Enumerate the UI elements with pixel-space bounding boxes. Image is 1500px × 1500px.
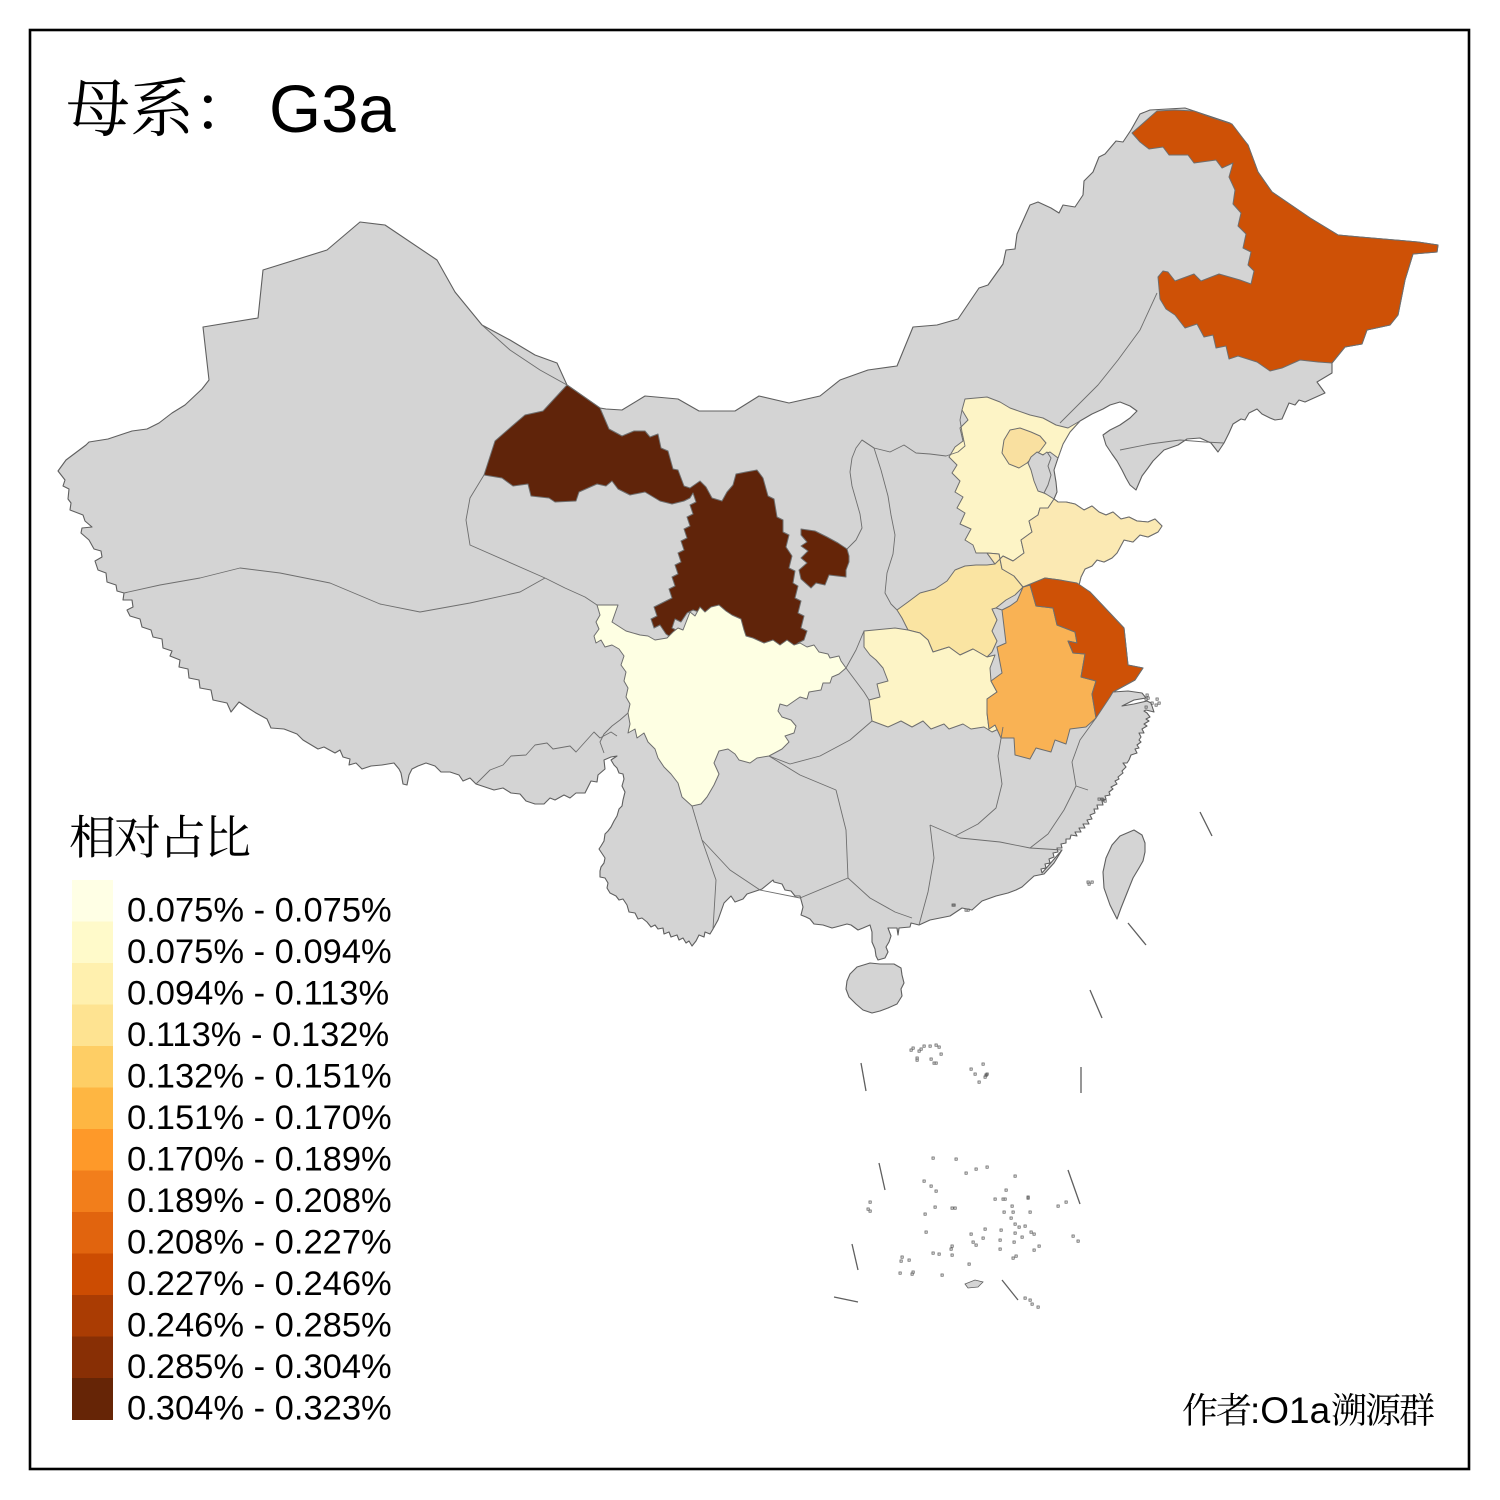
svg-text:0.304% - 0.323%: 0.304% - 0.323% [127,1389,392,1427]
svg-text:0.151% - 0.170%: 0.151% - 0.170% [127,1099,392,1137]
svg-text:0.113% - 0.132%: 0.113% - 0.132% [127,1016,389,1054]
svg-text:0.208% - 0.227%: 0.208% - 0.227% [127,1223,392,1261]
svg-text::O1a: :O1a [1250,1390,1331,1431]
svg-text:0.227% - 0.246%: 0.227% - 0.246% [127,1265,392,1303]
svg-text:0.170% - 0.189%: 0.170% - 0.189% [127,1140,392,1178]
svg-text:0.132% - 0.151%: 0.132% - 0.151% [127,1057,392,1095]
svg-text:G3a: G3a [269,72,396,147]
svg-text:0.075% - 0.094%: 0.075% - 0.094% [127,933,392,971]
svg-text:0.189% - 0.208%: 0.189% - 0.208% [127,1182,392,1220]
svg-text:0.246% - 0.285%: 0.246% - 0.285% [127,1306,392,1344]
svg-text:0.094% - 0.113%: 0.094% - 0.113% [127,974,389,1012]
svg-text:0.285% - 0.304%: 0.285% - 0.304% [127,1348,392,1386]
svg-text:0.075% - 0.075%: 0.075% - 0.075% [127,891,392,929]
